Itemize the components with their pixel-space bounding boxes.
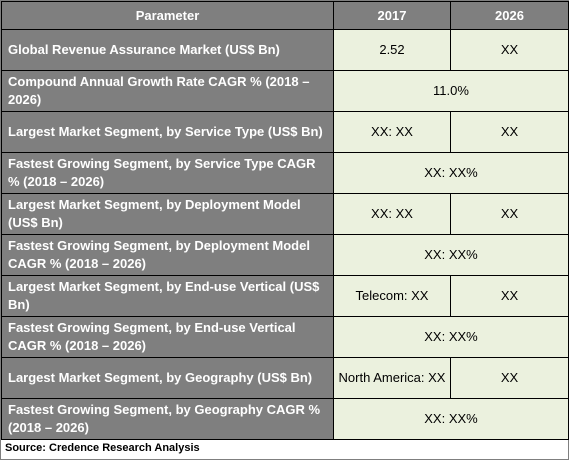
table-row: Fastest Growing Segment, by Deployment M… [1, 234, 569, 276]
row-parameter: Fastest Growing Segment, by Geography CA… [1, 398, 334, 440]
row-parameter: Fastest Growing Segment, by Deployment M… [1, 234, 334, 276]
row-value-2017: 2.52 [333, 29, 451, 71]
row-value-merged: XX: XX% [333, 316, 569, 358]
row-parameter: Largest Market Segment, by Service Type … [1, 111, 334, 153]
row-value-2026: XX [450, 275, 569, 317]
row-value-2026: XX [450, 357, 569, 399]
table-row: Largest Market Segment, by End-use Verti… [1, 275, 569, 317]
table-row: Largest Market Segment, by Service Type … [1, 111, 569, 153]
row-value-merged: XX: XX% [333, 398, 569, 440]
row-parameter: Fastest Growing Segment, by Service Type… [1, 152, 334, 194]
header-parameter: Parameter [1, 1, 334, 30]
table-row: Global Revenue Assurance Market (US$ Bn)… [1, 29, 569, 71]
table-row: Fastest Growing Segment, by Service Type… [1, 152, 569, 194]
row-value-2026: XX [450, 193, 569, 235]
table-row: Fastest Growing Segment, by End-use Vert… [1, 316, 569, 358]
row-parameter: Global Revenue Assurance Market (US$ Bn) [1, 29, 334, 71]
row-value-2017: XX: XX [333, 111, 451, 153]
table-row: Fastest Growing Segment, by Geography CA… [1, 398, 569, 440]
row-parameter: Largest Market Segment, by End-use Verti… [1, 275, 334, 317]
row-value-2026: XX [450, 111, 569, 153]
row-value-2017: XX: XX [333, 193, 451, 235]
row-parameter: Largest Market Segment, by Geography (US… [1, 357, 334, 399]
market-summary-table: Parameter 2017 2026 Global Revenue Assur… [1, 1, 569, 440]
row-parameter: Largest Market Segment, by Deployment Mo… [1, 193, 334, 235]
row-value-merged: XX: XX% [333, 234, 569, 276]
header-row: Parameter 2017 2026 [1, 1, 569, 30]
row-value-2017: Telecom: XX [333, 275, 451, 317]
row-value-merged: 11.0% [333, 70, 569, 112]
header-2017: 2017 [333, 1, 451, 30]
row-parameter: Compound Annual Growth Rate CAGR % (2018… [1, 70, 334, 112]
table-row: Largest Market Segment, by Deployment Mo… [1, 193, 569, 235]
row-value-2017: North America: XX [333, 357, 451, 399]
row-value-merged: XX: XX% [333, 152, 569, 194]
source-note: Source: Credence Research Analysis [5, 442, 200, 454]
header-2026: 2026 [450, 1, 569, 30]
table-row: Largest Market Segment, by Geography (US… [1, 357, 569, 399]
row-value-2026: XX [450, 29, 569, 71]
row-parameter: Fastest Growing Segment, by End-use Vert… [1, 316, 334, 358]
table-row: Compound Annual Growth Rate CAGR % (2018… [1, 70, 569, 112]
